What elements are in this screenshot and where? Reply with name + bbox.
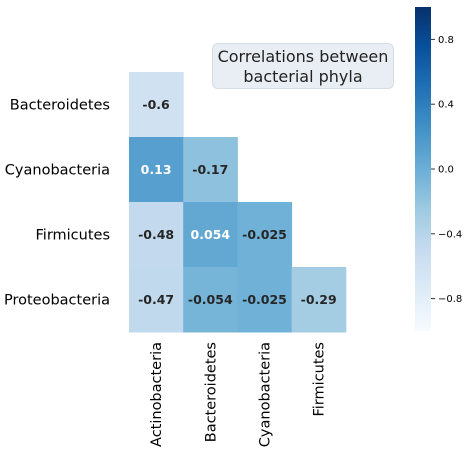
heatmap-cell <box>129 137 184 203</box>
row-label: Bacteroidetes <box>10 98 110 114</box>
colorbar-tick-label: −0.8 <box>438 294 462 305</box>
heatmap-cell <box>183 267 238 333</box>
cell-value-label: 0.054 <box>191 227 231 242</box>
heatmap-cell <box>291 267 347 333</box>
row-labels: Bacteroidetes Cyanobacteria Firmicutes Prot… <box>4 98 110 309</box>
heatmap-cell <box>129 72 184 138</box>
cell-value-label: -0.054 <box>188 292 233 307</box>
colorbar-tick-label: 0.4 <box>438 100 454 111</box>
colorbar-tick-label: 0.8 <box>438 35 454 46</box>
heatmap-cells: -0.6 0.13 -0.17 -0.48 0.054 -0.025 -0.47 -0.054… <box>129 72 347 333</box>
chart-title-line-1: Correlations between <box>217 47 389 66</box>
heatmap-cell <box>237 267 293 333</box>
heatmap-cell <box>183 202 238 268</box>
row-label: Cyanobacteria <box>5 163 110 179</box>
cell-value-label: -0.47 <box>138 292 174 307</box>
colorbar-ticks: 0.8 0.4 0.0 −0.4 −0.8 <box>431 35 462 305</box>
chart-title: Correlations between bacterial phyla <box>212 43 394 89</box>
colorbar <box>415 7 431 331</box>
column-label: Firmicutes <box>312 342 328 417</box>
heatmap-cell <box>183 137 238 203</box>
chart-title-line-2: bacterial phyla <box>243 67 363 86</box>
cell-value-label: -0.29 <box>301 292 337 307</box>
column-label: Cyanobacteria <box>258 342 274 447</box>
cell-value-label: -0.48 <box>138 227 174 242</box>
row-label: Firmicutes <box>36 228 111 244</box>
colorbar-tick-label: 0.0 <box>438 165 454 176</box>
cell-value-label: -0.6 <box>142 97 170 112</box>
column-label: Bacteroidetes <box>203 342 219 442</box>
heatmap-cell <box>237 202 293 268</box>
cell-value-label: -0.025 <box>242 227 287 242</box>
cell-value-label: -0.025 <box>242 292 287 307</box>
row-label: Proteobacteria <box>4 293 110 309</box>
heatmap-cell <box>129 202 184 268</box>
column-labels: Actinobacteria Bacteroidetes Cyanobacteria… <box>149 342 328 447</box>
colorbar-tick-label: −0.4 <box>438 229 462 240</box>
column-label: Actinobacteria <box>149 342 165 447</box>
heatmap-cell <box>129 267 184 333</box>
cell-value-label: 0.13 <box>141 162 172 177</box>
cell-value-label: -0.17 <box>192 162 228 177</box>
